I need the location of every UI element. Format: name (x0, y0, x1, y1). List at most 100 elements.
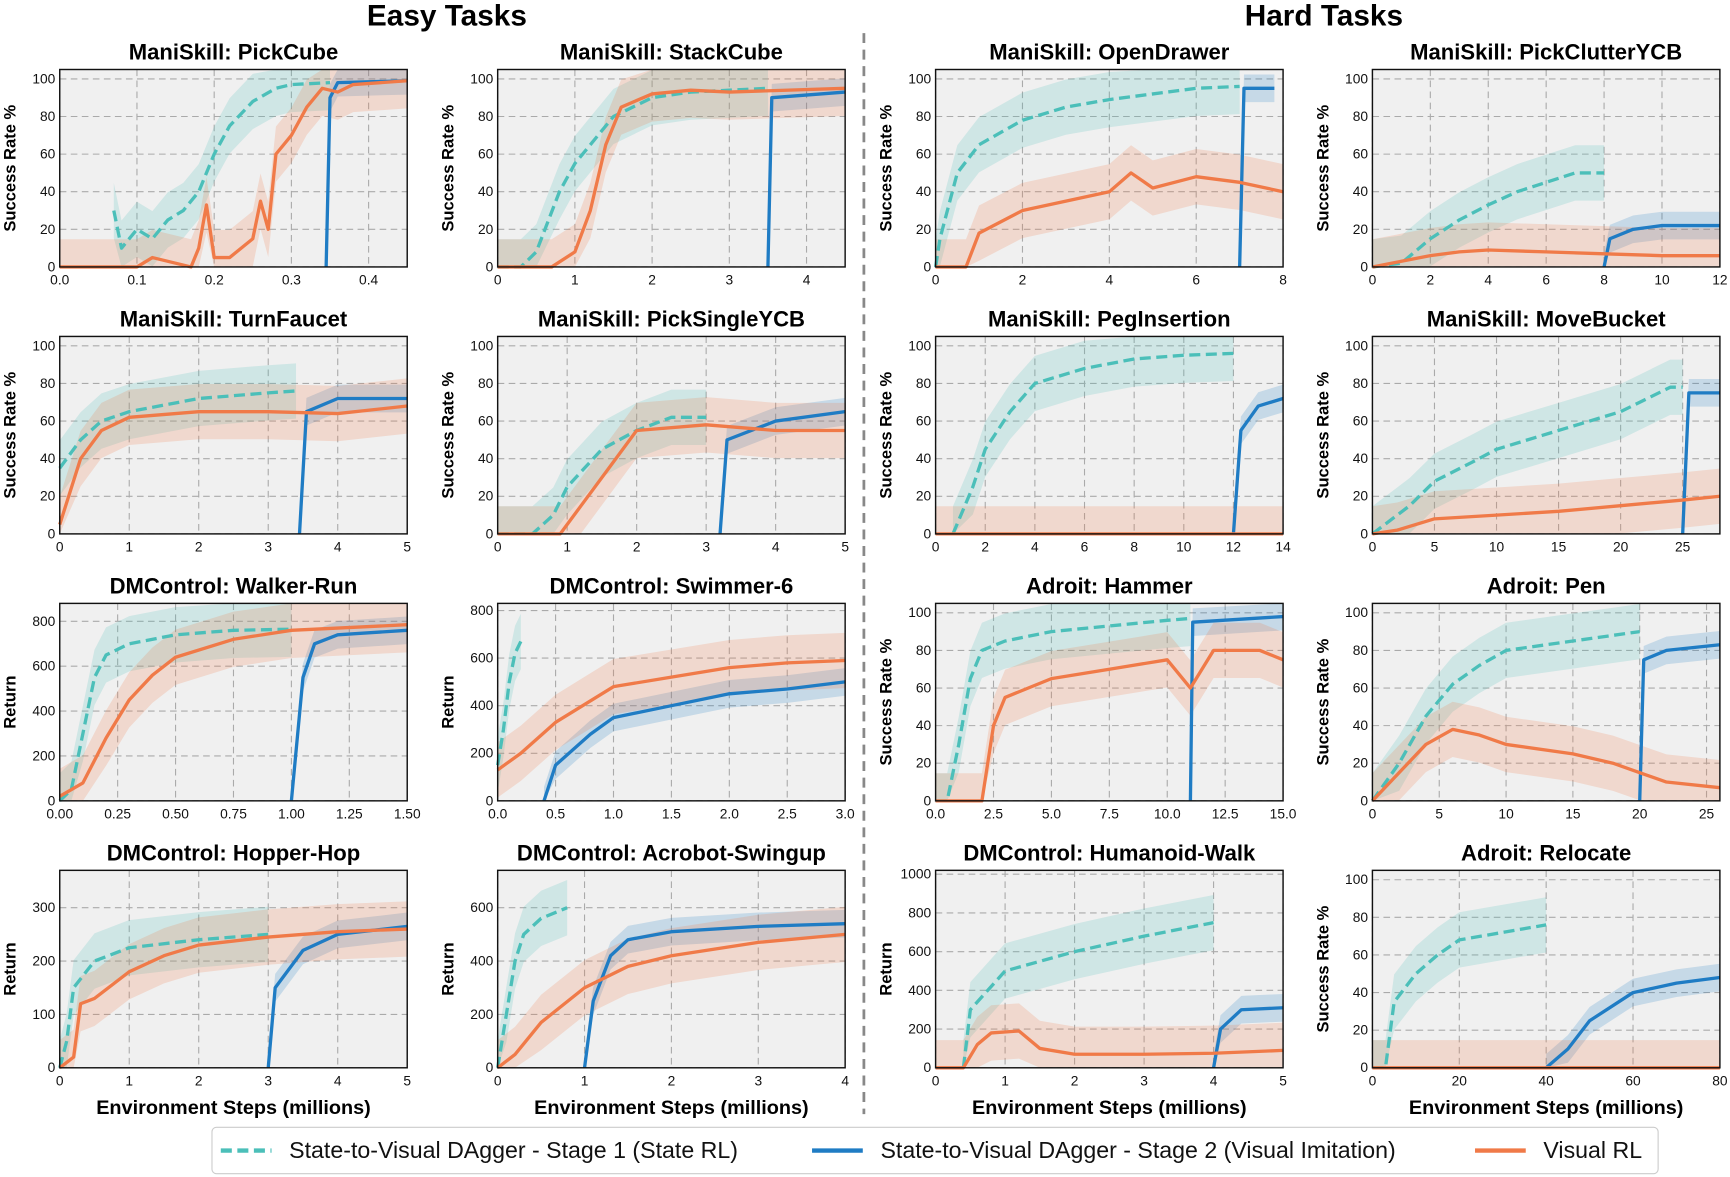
plot-area (1372, 870, 1720, 1068)
band-visual-rl (935, 622, 1284, 801)
x-tick-label: 10 (1176, 540, 1192, 555)
x-tick-label: 5 (841, 540, 849, 555)
band-stage1 (497, 880, 568, 1068)
x-tick-label: 0.4 (359, 273, 378, 288)
y-tick-label: 100 (470, 71, 493, 86)
x-tick-label: 0.00 (46, 806, 73, 821)
x-tick-label: 2 (633, 540, 641, 555)
x-tick-label: 5 (403, 540, 411, 555)
y-tick-label: 20 (916, 489, 932, 504)
y-tick-label: 200 (470, 746, 493, 761)
y-tick-label: 800 (908, 905, 931, 920)
plot-area (497, 336, 846, 534)
plot-frame (59, 68, 408, 268)
x-tick-label: 2 (1019, 273, 1027, 288)
x-tick-label: 0 (1369, 273, 1377, 288)
y-tick-label: 20 (478, 489, 494, 504)
x-tick-label: 80 (1712, 1073, 1728, 1088)
line-stage1 (496, 906, 568, 1069)
plot-frame (1371, 602, 1721, 802)
y-tick-label: 100 (1345, 338, 1368, 353)
subplot-title: ManiSkill: StackCube (560, 40, 783, 65)
y-tick-label: 100 (908, 71, 931, 86)
line-stage1 (1372, 171, 1605, 269)
plot-area (59, 870, 408, 1068)
subplot-title: ManiSkill: PickSingleYCB (538, 307, 805, 332)
x-tick-label: 3 (264, 540, 272, 555)
line-visual-rl (935, 648, 1284, 803)
y-tick-label: 80 (1353, 109, 1369, 124)
x-tick-label: 25 (1675, 540, 1691, 555)
y-tick-label: 40 (478, 451, 494, 466)
subplot-title: ManiSkill: MoveBucket (1427, 307, 1667, 332)
y-axis-label: Success Rate % (876, 105, 895, 232)
line-stage2 (1602, 223, 1720, 268)
y-tick-label: 40 (40, 184, 56, 199)
subplot-title: ManiSkill: TurnFaucet (120, 307, 348, 332)
plot-frame (59, 869, 408, 1069)
subplot-title: DMControl: Hopper-Hop (107, 840, 360, 865)
y-tick-label: 100 (470, 338, 493, 353)
x-tick-label: 0.0 (50, 273, 69, 288)
plot-area (497, 870, 846, 1068)
line-stage1 (58, 627, 292, 803)
plot-frame (496, 68, 846, 268)
x-tick-label: 15.0 (1270, 806, 1297, 821)
y-tick-label: 600 (470, 900, 493, 915)
x-tick-label: 4 (1106, 273, 1114, 288)
x-tick-label: 2 (1071, 1073, 1079, 1088)
line-stage2 (1638, 643, 1721, 801)
x-tick-label: 2 (981, 540, 989, 555)
band-stage1 (59, 603, 292, 801)
x-tick-label: 4 (841, 1073, 849, 1088)
y-tick-label: 400 (470, 953, 493, 968)
y-tick-label: 60 (916, 413, 932, 428)
plot-frame (1371, 68, 1721, 268)
x-tick-label: 4 (334, 540, 342, 555)
band-stage1 (113, 69, 330, 267)
y-tick-label: 100 (32, 71, 55, 86)
subplot-title: ManiSkill: PickCube (129, 40, 339, 65)
line-visual-rl (59, 79, 408, 269)
line-stage1 (1372, 923, 1547, 1070)
y-tick-label: 80 (916, 643, 932, 658)
x-tick-label: 1 (571, 273, 579, 288)
x-tick-label: 0 (56, 540, 64, 555)
x-tick-label: 5 (1435, 806, 1443, 821)
y-axis-label: Success Rate % (439, 105, 458, 232)
plot-frame (934, 869, 1284, 1069)
x-tick-label: 0.3 (282, 273, 301, 288)
y-tick-label: 0 (924, 1060, 932, 1075)
y-tick-label: 0 (486, 793, 494, 808)
y-tick-label: 0 (48, 793, 56, 808)
x-tick-label: 0.5 (546, 806, 565, 821)
y-tick-label: 0 (1360, 259, 1368, 274)
x-tick-label: 1.0 (604, 806, 623, 821)
y-tick-label: 100 (1345, 872, 1368, 887)
x-tick-label: 4 (772, 540, 780, 555)
x-axis-label: Environment Steps (millions) (96, 1097, 371, 1119)
line-stage1 (951, 351, 1234, 535)
y-axis-label: Success Rate % (1313, 638, 1332, 765)
x-tick-label: 14 (1275, 540, 1291, 555)
y-tick-label: 0 (924, 526, 932, 541)
line-stage1 (935, 616, 1191, 803)
subplot: 0 1 2 3 4 5 0 100 200 300 DMControl: Hopper-Hop Ret… (1, 840, 412, 1119)
x-tick-label: 0.2 (205, 273, 224, 288)
plot-frame (496, 602, 846, 802)
x-axis-label: Environment Steps (millions) (534, 1097, 809, 1119)
x-tick-label: 5 (1431, 540, 1439, 555)
y-tick-label: 100 (32, 338, 55, 353)
line-stage2 (297, 396, 408, 534)
x-tick-label: 4 (1031, 540, 1039, 555)
x-tick-label: 0.0 (926, 806, 945, 821)
x-tick-label: 0.50 (162, 806, 189, 821)
line-stage2 (1681, 391, 1720, 534)
line-stage1 (58, 389, 297, 470)
subplot: 0 2 4 6 8 10 12 0 20 40 60 80 100 ManiSkill: PickClut… (1313, 40, 1727, 288)
y-tick-label: 60 (40, 413, 56, 428)
band-visual-rl (497, 632, 846, 798)
y-axis-label: Return (1, 675, 20, 728)
x-tick-label: 0.25 (104, 806, 131, 821)
x-tick-label: 0 (494, 273, 502, 288)
